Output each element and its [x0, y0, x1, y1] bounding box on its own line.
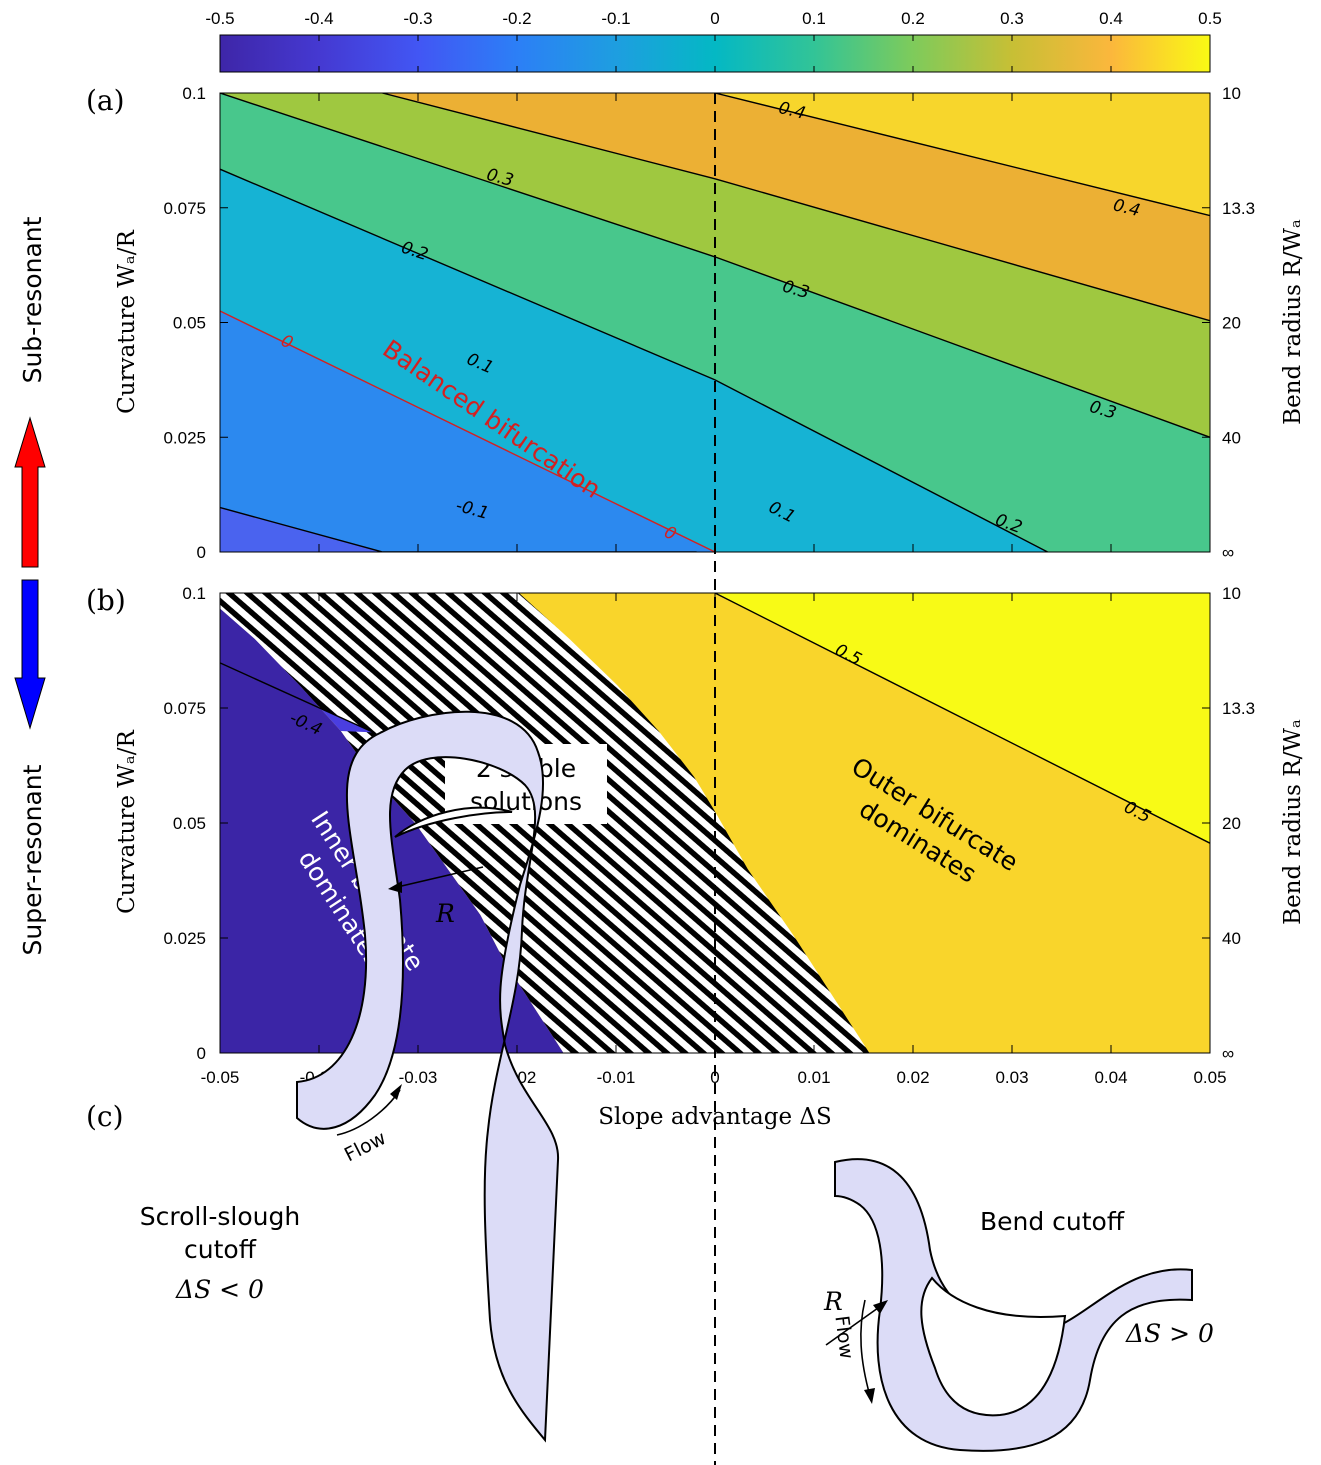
right-radius-label: R — [823, 1287, 843, 1316]
band-level-0.4 — [220, 93, 1210, 216]
right-flow-arrowhead-icon — [864, 1388, 875, 1404]
colorbar-tick-label: 0 — [710, 9, 719, 28]
y2-tick-label: ∞ — [1222, 1044, 1234, 1063]
panel-a-contour-bands — [220, 93, 1210, 552]
x-tick-label: 0.03 — [995, 1068, 1028, 1087]
x-tick-label: 0.02 — [896, 1068, 929, 1087]
panel-b-ylabel: Curvature Wₐ/R — [114, 729, 140, 913]
contour-line-0.5 — [714, 593, 1210, 844]
left-title-line1: Scroll-slough — [140, 1202, 300, 1231]
panel-b-contour-lines — [220, 593, 1210, 844]
x-tick-label: 0 — [710, 1068, 719, 1087]
colorbar-ticks: -0.5 -0.4 -0.3 -0.2 -0.1 0 0.1 0.2 0.3 0.4 0.5 — [205, 9, 1222, 72]
y-tick-label: 0.025 — [163, 929, 206, 948]
colorbar-tick-label: 0.4 — [1099, 9, 1123, 28]
colorbar-tick-label: 0.2 — [901, 9, 925, 28]
left-title-line2: cutoff — [184, 1235, 257, 1264]
panel-a-axes: 0 ∞ 0.025 40 0.05 20 0.075 13.3 0.1 10 — [163, 84, 1255, 562]
panel-a-label: (a) — [86, 84, 125, 117]
x-tick-label: 0.01 — [797, 1068, 830, 1087]
panel-a-ylabel: Curvature Wₐ/R — [114, 229, 140, 413]
right-flow-label: Flow — [830, 1314, 857, 1360]
contour-line-0 — [220, 310, 716, 552]
colorbar-tick-label: -0.5 — [205, 9, 234, 28]
panel-a-y2label: Bend radius R/Wₐ — [1280, 219, 1306, 425]
colorbar-tick-label: 0.3 — [1000, 9, 1024, 28]
y-tick-label: 0.025 — [163, 428, 206, 447]
contour-line-0.4 — [714, 93, 1210, 217]
colorbar-tick-label: 0.5 — [1198, 9, 1222, 28]
arrow-up-icon — [14, 416, 46, 568]
colorbar-tick-label: -0.2 — [502, 9, 531, 28]
right-condition: ΔS > 0 — [1125, 1319, 1214, 1348]
contour-line--0.4 — [220, 662, 374, 734]
right-radius-arrowhead-icon — [873, 1300, 888, 1314]
super-resonant-label: Super-resonant — [18, 764, 47, 955]
contour-line--0.1 — [220, 506, 697, 552]
x-tick-label: -0.03 — [399, 1068, 438, 1087]
x-tick-label: -0.05 — [201, 1068, 240, 1087]
right-title: Bend cutoff — [980, 1207, 1125, 1236]
resonance-arrows: Sub-resonant Super-resonant — [14, 216, 47, 955]
left-condition: ΔS < 0 — [175, 1275, 264, 1304]
y-tick-label: 0 — [197, 543, 206, 562]
y-tick-label: 0.05 — [173, 314, 206, 333]
y2-tick-label: 13.3 — [1222, 699, 1255, 718]
y-tick-label: 0.1 — [182, 584, 206, 603]
colorbar-tick-label: -0.3 — [403, 9, 432, 28]
left-radius-arrowhead-icon — [388, 881, 402, 893]
colorbar: -0.5 -0.4 -0.3 -0.2 -0.1 0 0.1 0.2 0.3 0.4 0.5 — [205, 9, 1222, 73]
y-tick-label: 0.05 — [173, 814, 206, 833]
left-flow-arrowhead-icon — [390, 1084, 402, 1100]
panel-b-label: (b) — [86, 584, 126, 617]
colorbar-tick-label: 0.1 — [802, 9, 826, 28]
colorbar-tick-label: -0.1 — [601, 9, 630, 28]
y2-tick-label: ∞ — [1222, 543, 1234, 562]
contour-line-0.1 — [220, 168, 1048, 552]
bend-cutoff-island — [920, 1276, 1067, 1417]
x-tick-label: 0.05 — [1193, 1068, 1226, 1087]
bend-cutoff-channel — [834, 1158, 1193, 1452]
y2-tick-label: 10 — [1222, 584, 1241, 603]
y2-tick-label: 10 — [1222, 84, 1241, 103]
left-radius-label: R — [435, 899, 455, 928]
panel-b-y2label: Bend radius R/Wₐ — [1280, 719, 1306, 925]
x-tick-label: 0.04 — [1094, 1068, 1127, 1087]
y-tick-label: 0.1 — [182, 84, 206, 103]
colorbar-tick-label: -0.4 — [304, 9, 333, 28]
right-flow-arrow — [860, 1299, 871, 1397]
y-tick-label: 0 — [197, 1044, 206, 1063]
y2-tick-label: 13.3 — [1222, 199, 1255, 218]
y2-tick-label: 40 — [1222, 428, 1241, 447]
y2-tick-label: 20 — [1222, 314, 1241, 333]
arrow-down-icon — [14, 579, 46, 730]
right-radius-arrow — [825, 1302, 886, 1346]
y-tick-label: 0.075 — [163, 699, 206, 718]
y-tick-label: 0.075 — [163, 199, 206, 218]
contour-line-0.3 — [382, 93, 1210, 322]
x-tick-label: -0.01 — [597, 1068, 636, 1087]
sub-resonant-label: Sub-resonant — [18, 216, 47, 383]
y2-tick-label: 40 — [1222, 929, 1241, 948]
panel-b: -0.40.50.5 2 stable solutions Inner bifu… — [86, 584, 1306, 1130]
left-radius-arrow — [392, 866, 484, 889]
scroll-slough-channel — [296, 710, 560, 1443]
scroll-slough-island — [394, 806, 513, 838]
panel-a: 0.40.40.30.30.30.20.20.10.1-0.100 Balanc… — [86, 84, 1306, 562]
y2-tick-label: 20 — [1222, 814, 1241, 833]
left-flow-label: Flow — [341, 1127, 390, 1166]
panel-c-label: (c) — [86, 1100, 124, 1133]
panel-c: (c) R Flow Scroll-slough cutoff ΔS < 0 R… — [86, 710, 1214, 1452]
